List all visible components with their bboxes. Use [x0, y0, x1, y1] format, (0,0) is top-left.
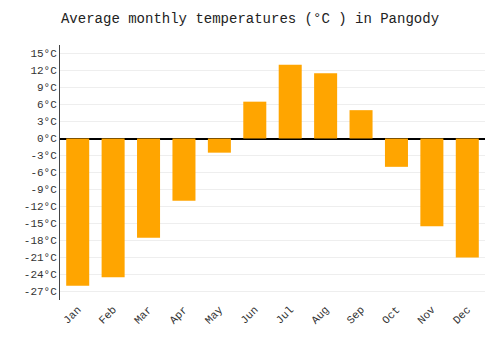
svg-text:3°C: 3°C [37, 116, 57, 128]
svg-text:-27°C: -27°C [24, 286, 57, 298]
svg-text:Oct: Oct [380, 304, 402, 326]
svg-text:Average monthly temperatures (: Average monthly temperatures (°C ) in Pa… [61, 11, 439, 27]
svg-text:-24°C: -24°C [24, 269, 57, 281]
svg-text:May: May [203, 304, 226, 327]
svg-text:Feb: Feb [97, 304, 119, 326]
svg-text:-18°C: -18°C [24, 235, 57, 247]
svg-text:-21°C: -21°C [24, 252, 57, 264]
svg-text:-9°C: -9°C [30, 184, 57, 196]
svg-text:-6°C: -6°C [30, 167, 57, 179]
svg-text:0°C: 0°C [37, 133, 57, 145]
svg-text:12°C: 12°C [30, 65, 57, 77]
svg-text:Dec: Dec [451, 304, 473, 326]
svg-text:Aug: Aug [309, 304, 331, 326]
svg-text:15°C: 15°C [30, 48, 57, 60]
svg-text:Mar: Mar [132, 304, 154, 326]
svg-text:Nov: Nov [415, 304, 438, 327]
svg-text:9°C: 9°C [37, 82, 57, 94]
svg-text:6°C: 6°C [37, 99, 57, 111]
svg-text:-15°C: -15°C [24, 218, 57, 230]
svg-text:Jan: Jan [61, 304, 83, 326]
svg-text:Jul: Jul [274, 304, 296, 326]
svg-text:Apr: Apr [167, 304, 189, 326]
svg-text:-12°C: -12°C [24, 201, 57, 213]
svg-text:Sep: Sep [345, 304, 367, 326]
svg-text:-3°C: -3°C [30, 150, 57, 162]
svg-text:Jun: Jun [238, 304, 260, 326]
